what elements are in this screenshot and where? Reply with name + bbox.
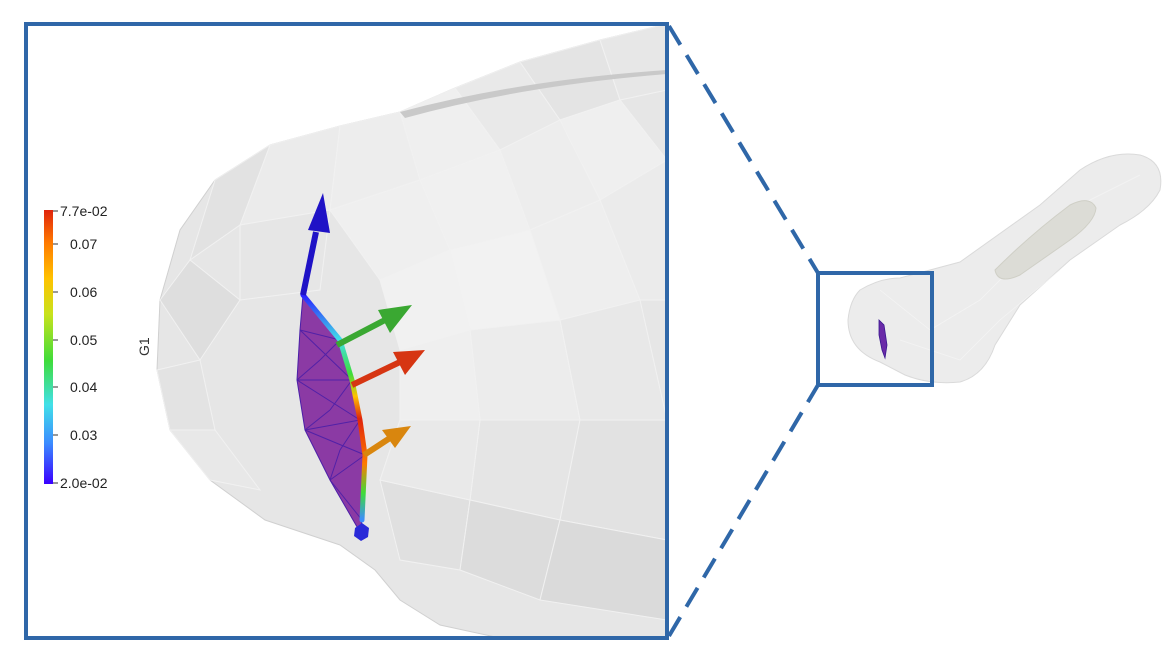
surface-facets	[156, 24, 667, 621]
red-arrow	[350, 350, 425, 388]
edge-vertex-marker	[354, 523, 369, 541]
colorbar-label-max: 7.7e-02	[60, 203, 108, 219]
colorbar-ticks	[53, 210, 58, 484]
colored-edge	[300, 292, 368, 523]
orange-arrow	[362, 426, 411, 458]
inner-canal	[994, 200, 1097, 280]
overview-patch	[878, 319, 888, 360]
colorbar-label-007: 0.07	[70, 236, 97, 252]
overview-highlight-box	[816, 271, 934, 387]
zoom-frame	[24, 22, 669, 640]
zoom-connectors	[667, 24, 820, 638]
colorbar: 7.7e-02 0.07 0.06 0.05 0.04 0.03 2.0e-02…	[44, 203, 152, 491]
colorbar-title: G1	[136, 337, 152, 356]
surface-groove	[400, 70, 667, 118]
colorbar-ramp	[44, 210, 53, 484]
colorbar-label-005: 0.05	[70, 332, 97, 348]
colorbar-label-min: 2.0e-02	[60, 475, 108, 491]
colorbar-label-004: 0.04	[70, 379, 97, 395]
overview-bone	[847, 153, 1162, 384]
purple-patch	[296, 292, 369, 541]
blue-arrow	[300, 193, 330, 296]
green-arrow	[335, 305, 412, 348]
zoomed-view: 7.7e-02 0.07 0.06 0.05 0.04 0.03 2.0e-02…	[26, 24, 667, 638]
colorbar-label-006: 0.06	[70, 284, 97, 300]
colorbar-label-003: 0.03	[70, 427, 97, 443]
